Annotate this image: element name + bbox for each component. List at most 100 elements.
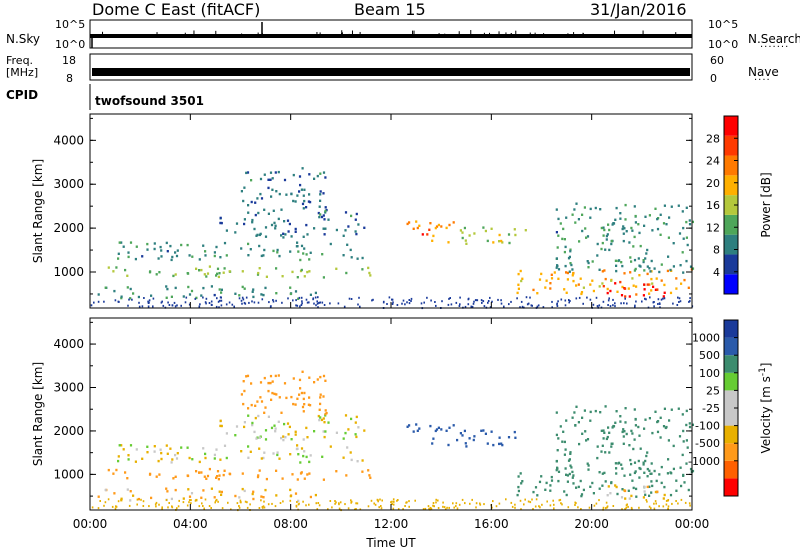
heatmap-cell (117, 500, 120, 503)
heatmap-cell (687, 286, 690, 289)
heatmap-cell (566, 278, 569, 281)
heatmap-cell (619, 415, 622, 418)
heatmap-cell (634, 305, 636, 308)
heatmap-cell (188, 499, 191, 502)
heatmap-cell (160, 249, 163, 252)
heatmap-cell (243, 489, 246, 493)
heatmap-cell (303, 188, 306, 191)
colorbar-cell (724, 408, 738, 426)
heatmap-cell (246, 506, 249, 509)
colorbar-label: Power [dB] (759, 172, 773, 237)
heatmap-cell (519, 499, 522, 502)
heatmap-cell (258, 507, 261, 509)
heatmap-cell (527, 302, 530, 305)
heatmap-cell (608, 248, 611, 252)
heatmap-cell (166, 287, 169, 291)
heatmap-cell (628, 444, 631, 447)
heatmap-cells-2 (91, 370, 695, 512)
heatmap-cell (219, 216, 222, 220)
heatmap-cell (508, 241, 511, 245)
heatmap-cell (294, 433, 297, 436)
heatmap-cell (663, 204, 666, 207)
heatmap-cell (397, 499, 399, 501)
heatmap-cell (467, 303, 470, 306)
heatmap-cell (483, 305, 486, 308)
heatmap-cell (685, 423, 688, 427)
heatmap-cell (222, 271, 225, 274)
heatmap-cell (619, 212, 622, 215)
heatmap-cell (520, 482, 523, 485)
heatmap-cell (218, 306, 220, 309)
heatmap-cell (287, 230, 290, 233)
heatmap-cell (201, 502, 203, 505)
heatmap-cell (300, 296, 303, 299)
heatmap-cell (408, 505, 410, 508)
heatmap-cell (166, 490, 169, 493)
heatmap-cell (449, 297, 451, 299)
heatmap-cell (251, 218, 254, 222)
heatmap-cell (215, 245, 218, 249)
heatmap-cell (677, 296, 679, 299)
heatmap-cell (662, 497, 665, 500)
heatmap-cell (605, 238, 608, 241)
heatmap-cell (448, 223, 451, 227)
heatmap-cell (247, 456, 250, 459)
heatmap-cell (405, 501, 407, 504)
heatmap-cell (260, 293, 263, 296)
heatmap-cell (259, 177, 263, 181)
heatmap-cell (257, 474, 260, 477)
heatmap-cell (579, 277, 582, 280)
heatmap-cell (429, 506, 432, 509)
heatmap-cell (672, 302, 674, 305)
heatmap-cell (566, 474, 569, 477)
heatmap-cell (215, 274, 218, 277)
heatmap-cell (623, 272, 626, 275)
heatmap-cell (267, 415, 270, 418)
heatmap-cell (216, 475, 219, 478)
heatmap-cell (656, 288, 659, 291)
heatmap-cell (292, 173, 295, 177)
heatmap-cell (565, 271, 568, 274)
heatmap-cell (202, 489, 205, 492)
heatmap-cell (220, 424, 223, 428)
heatmap-cell (586, 235, 590, 238)
heatmap-cell (605, 437, 608, 441)
heatmap-cell (215, 499, 217, 502)
heatmap-cell (271, 380, 274, 383)
panel-frame-1 (89, 113, 693, 309)
heatmap-cell (498, 233, 501, 237)
heatmap-cell (367, 469, 370, 472)
heatmap-cell (225, 432, 228, 435)
heatmap-cell (129, 241, 133, 244)
heatmap-cell (595, 296, 598, 299)
heatmap-cell (255, 234, 258, 237)
heatmap-cell (322, 214, 325, 217)
heatmap-cell (624, 497, 627, 500)
heatmap-cell (431, 239, 434, 242)
heatmap-cell (258, 469, 261, 472)
heatmap-cell (182, 497, 185, 500)
heatmap-cell (242, 199, 245, 203)
heatmap-cell (135, 245, 138, 248)
heatmap-cell (678, 301, 680, 303)
heatmap-cell (187, 488, 190, 491)
heatmap-cell (408, 302, 411, 305)
heatmap-cell (665, 425, 668, 429)
heatmap-cell (117, 252, 120, 255)
heatmap-cell (309, 404, 312, 407)
heatmap-cell (615, 206, 618, 210)
heatmap-cell (308, 270, 311, 273)
heatmap-cell (557, 268, 561, 271)
heatmap-cell (300, 268, 303, 272)
heatmap-cell (642, 461, 645, 464)
heatmap-cell (131, 298, 133, 301)
heatmap-cell (675, 287, 678, 290)
heatmap-cell (655, 479, 658, 483)
heatmap-cell (308, 396, 311, 399)
heatmap-cell (195, 267, 198, 270)
heatmap-cell (618, 259, 621, 262)
heatmap-cell (303, 199, 306, 203)
heatmap-cell (595, 502, 598, 505)
heatmap-cell (118, 241, 121, 244)
heatmap-cell (583, 206, 586, 209)
